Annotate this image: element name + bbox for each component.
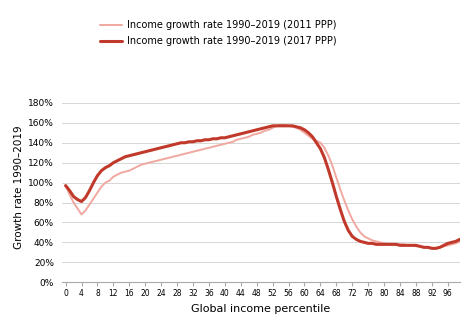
Income growth rate 1990–2019 (2017 PPP) (138, 151, 144, 155)
Income growth rate 1990–2019 (2017 PPP) (445, 241, 451, 245)
Income growth rate 1990–2019 (2017 PPP) (155, 147, 160, 151)
Income growth rate 1990–2019 (2011 PPP) (63, 184, 68, 188)
Income growth rate 1990–2019 (2011 PPP) (429, 246, 435, 250)
Income growth rate 1990–2019 (2011 PPP) (138, 163, 144, 167)
X-axis label: Global income percentile: Global income percentile (191, 304, 330, 314)
Income growth rate 1990–2019 (2017 PPP) (457, 237, 463, 241)
Line: Income growth rate 1990–2019 (2011 PPP): Income growth rate 1990–2019 (2011 PPP) (65, 125, 460, 248)
Line: Income growth rate 1990–2019 (2017 PPP): Income growth rate 1990–2019 (2017 PPP) (65, 126, 460, 248)
Income growth rate 1990–2019 (2011 PPP) (266, 128, 272, 132)
Income growth rate 1990–2019 (2017 PPP) (63, 184, 68, 188)
Income growth rate 1990–2019 (2011 PPP) (433, 246, 439, 250)
Income growth rate 1990–2019 (2017 PPP) (429, 246, 435, 250)
Income growth rate 1990–2019 (2011 PPP) (301, 131, 307, 135)
Income growth rate 1990–2019 (2011 PPP) (445, 243, 451, 247)
Income growth rate 1990–2019 (2017 PPP) (301, 128, 307, 132)
Income growth rate 1990–2019 (2011 PPP) (278, 123, 283, 127)
Legend: Income growth rate 1990–2019 (2011 PPP), Income growth rate 1990–2019 (2017 PPP): Income growth rate 1990–2019 (2011 PPP),… (98, 18, 338, 48)
Income growth rate 1990–2019 (2011 PPP) (457, 239, 463, 243)
Income growth rate 1990–2019 (2017 PPP) (270, 124, 275, 128)
Income growth rate 1990–2019 (2017 PPP) (433, 246, 439, 250)
Income growth rate 1990–2019 (2011 PPP) (155, 159, 160, 163)
Y-axis label: Growth rate 1990–2019: Growth rate 1990–2019 (14, 126, 24, 249)
Income growth rate 1990–2019 (2017 PPP) (266, 125, 272, 129)
